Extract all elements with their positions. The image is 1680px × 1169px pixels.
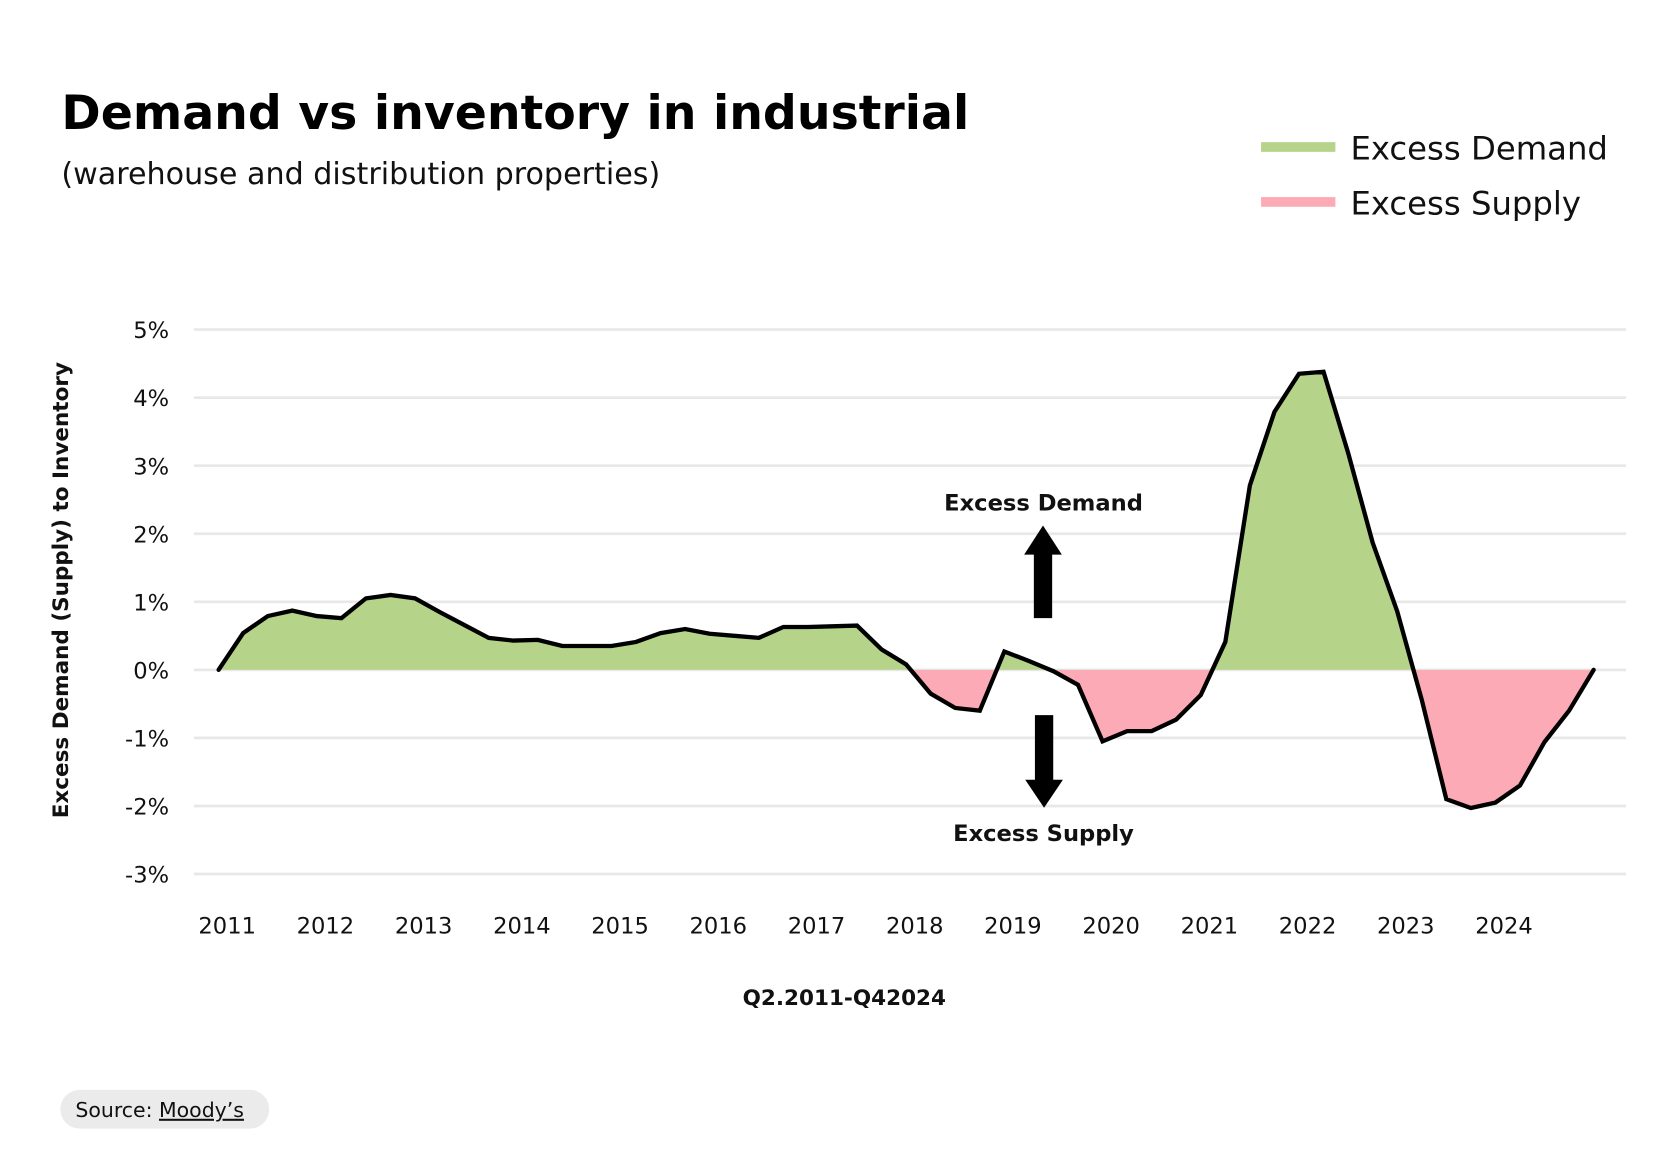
x-tick-label: 2021 [1181, 914, 1239, 940]
x-axis-title: Q2.2011-Q42024 [743, 986, 946, 1011]
y-tick-label: 4% [133, 386, 169, 412]
chart-subtitle: (warehouse and distribution properties) [61, 157, 660, 192]
legend-swatch-excess-supply [1261, 197, 1336, 207]
x-tick-label: 2011 [198, 914, 256, 940]
y-axis-ticks: 5% 4% 3% 2% 1% 0% -1% -2% -3% [125, 318, 169, 888]
x-tick-label: 2023 [1377, 914, 1435, 940]
x-tick-label: 2024 [1475, 914, 1533, 940]
chart-title: Demand vs inventory in industrial [61, 86, 969, 141]
x-tick-label: 2020 [1082, 914, 1140, 940]
arrow-up-icon [1024, 525, 1062, 619]
y-axis-title: Excess Demand (Supply) to Inventory [49, 362, 74, 818]
x-tick-label: 2012 [297, 914, 355, 940]
y-tick-label: -1% [125, 727, 169, 753]
source-prefix: Source: [75, 1098, 159, 1122]
y-tick-label: 1% [133, 590, 169, 616]
series-line [216, 369, 1596, 811]
legend-swatch-excess-demand [1261, 142, 1336, 152]
x-tick-label: 2018 [886, 914, 944, 940]
x-tick-label: 2019 [984, 914, 1042, 940]
x-tick-label: 2017 [788, 914, 846, 940]
annotation-excess-supply: Excess Supply [953, 821, 1134, 847]
source-badge: Source: Moody’s [60, 1089, 270, 1129]
source-link[interactable]: Moody’s [159, 1098, 244, 1122]
legend-label-excess-supply: Excess Supply [1350, 184, 1581, 222]
y-tick-label: 5% [133, 318, 169, 344]
y-tick-label: -2% [125, 795, 169, 821]
y-tick-label: 2% [133, 522, 169, 548]
excess-supply-area [218, 669, 1594, 809]
x-tick-label: 2022 [1279, 914, 1337, 940]
legend-label-excess-demand: Excess Demand [1350, 129, 1607, 167]
arrow-down-icon [1025, 715, 1063, 808]
x-tick-label: 2014 [493, 914, 551, 940]
source-text: Source: Moody’s [75, 1098, 244, 1122]
y-tick-label: 3% [133, 454, 169, 480]
excess-demand-area [218, 371, 1594, 670]
x-tick-label: 2016 [690, 914, 748, 940]
x-tick-label: 2015 [591, 914, 649, 940]
legend: Excess Demand Excess Supply [1261, 129, 1608, 222]
x-axis-ticks: 2011 2012 2013 2014 2015 2016 2017 2018 2019 2020… [198, 914, 1532, 940]
y-tick-label: -3% [125, 863, 169, 889]
annotation-excess-demand: Excess Demand [944, 490, 1143, 516]
x-tick-label: 2013 [395, 914, 453, 940]
y-tick-label: 0% [133, 658, 169, 684]
